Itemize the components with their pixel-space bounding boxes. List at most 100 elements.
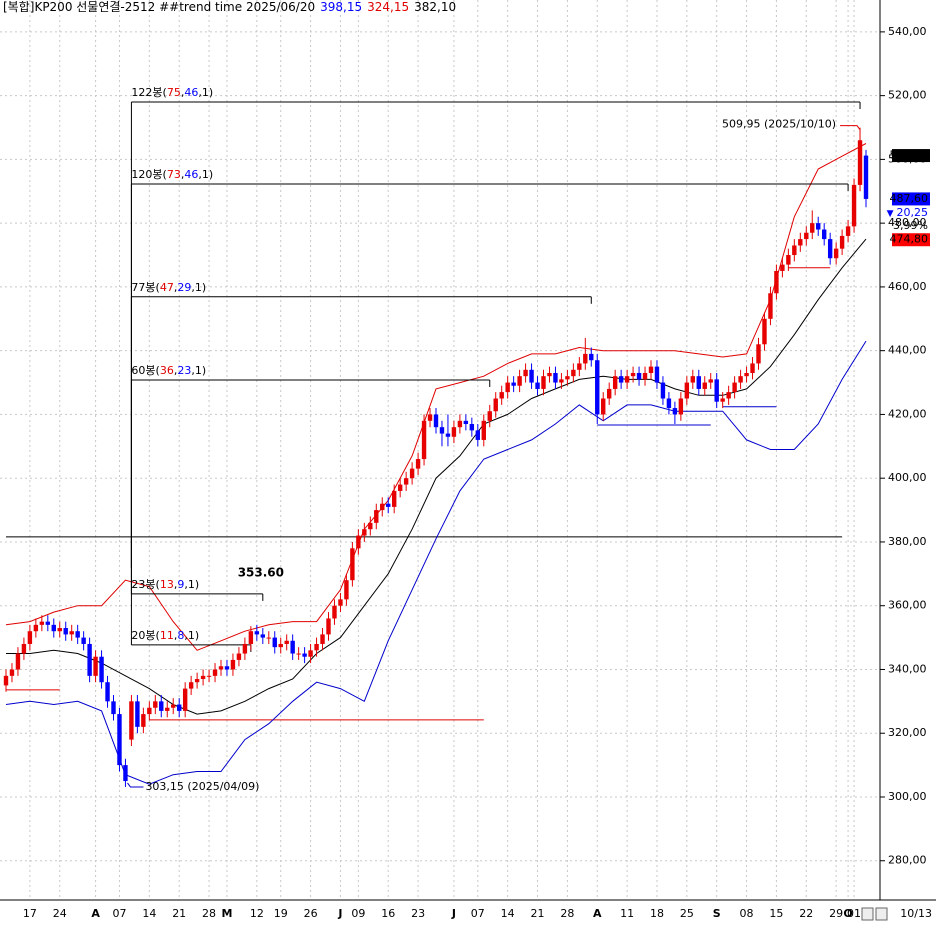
candle-body xyxy=(756,344,761,364)
candle-body xyxy=(708,379,713,383)
x-tick-label: 21 xyxy=(531,907,545,920)
candle-body xyxy=(391,490,397,507)
candle-body xyxy=(344,580,349,600)
candle-body xyxy=(618,376,624,383)
candle-body xyxy=(744,372,749,377)
y-tick-label: 420,00 xyxy=(888,407,927,420)
bracket-label-part: 60봉( xyxy=(131,364,159,377)
candle-body xyxy=(678,398,684,415)
candle-body xyxy=(266,637,271,639)
bracket-label-part: , xyxy=(181,86,185,99)
candle-body xyxy=(368,522,373,530)
candle-body xyxy=(3,675,9,686)
candle-body xyxy=(314,643,319,651)
candle-body xyxy=(171,704,176,708)
candle-body xyxy=(374,510,379,523)
candle-body xyxy=(123,765,128,782)
candle-body xyxy=(499,392,504,399)
tool-icon[interactable] xyxy=(861,907,874,921)
bracket-label: 23봉(13,9,1) xyxy=(131,578,199,591)
x-tick-label: J xyxy=(337,907,342,920)
bracket-label: 60봉(36,23,1) xyxy=(131,364,206,377)
x-tick-label: 28 xyxy=(202,907,216,920)
candle-body xyxy=(194,679,200,683)
candle-body xyxy=(212,669,218,676)
bracket-label-part: 46 xyxy=(184,86,198,99)
mark-note: 353.60 xyxy=(238,566,284,580)
x-tick-label: 12 xyxy=(250,907,264,920)
bracket-label-part: 36 xyxy=(160,364,174,377)
x-tick-label: 09 xyxy=(351,907,365,920)
bracket-label: 77봉(47,29,1) xyxy=(131,281,206,294)
bracket-label: 122봉(75,46,1) xyxy=(131,86,213,99)
candle-body xyxy=(433,414,439,428)
bracket-label-part: ,1) xyxy=(191,281,206,294)
candle-body xyxy=(439,427,445,434)
high-arrow xyxy=(840,125,861,130)
candle-body xyxy=(135,701,140,727)
candle-body xyxy=(302,653,307,657)
x-tick-label: O xyxy=(843,907,852,920)
candle-body xyxy=(463,420,469,424)
header-value: 324,15 xyxy=(367,0,409,14)
change-percent: 3,99% xyxy=(893,219,928,232)
candle-body xyxy=(624,376,630,383)
x-tick-label: 14 xyxy=(142,907,156,920)
candle-body xyxy=(583,353,588,364)
x-tick-label: 07 xyxy=(471,907,485,920)
candle-body xyxy=(117,714,122,766)
candle-body xyxy=(606,388,612,399)
bracket-label-part: ,1) xyxy=(184,578,199,591)
x-tick-label: 19 xyxy=(274,907,288,920)
candle-body xyxy=(839,235,845,249)
value-tag-label: 474,80 xyxy=(890,233,929,246)
candle-body xyxy=(188,682,194,689)
x-tick-label: 24 xyxy=(53,907,67,920)
change-arrow: ▼ xyxy=(887,208,894,218)
candle-body xyxy=(159,701,164,711)
candle-body xyxy=(254,631,260,635)
candle-body xyxy=(845,226,851,236)
x-tick-label: 28 xyxy=(560,907,574,920)
x-tick-label: A xyxy=(593,907,602,920)
tool-icon[interactable] xyxy=(875,907,888,921)
candle-body xyxy=(9,669,15,676)
bracket-label-part: 122봉( xyxy=(131,86,166,99)
candle-body xyxy=(738,376,743,383)
header-value: 382,10 xyxy=(414,0,456,14)
x-tick-label: 11 xyxy=(620,907,634,920)
candle-body xyxy=(182,688,188,711)
bracket-label: 120봉(73,46,1) xyxy=(131,168,213,181)
candle-body xyxy=(403,478,409,485)
candle-body xyxy=(81,637,86,644)
candle-body xyxy=(792,245,797,256)
bracket-label-part: 8 xyxy=(177,629,184,642)
low-note: 303,15 (2025/04/09) xyxy=(145,780,259,793)
value-tag-label: 487,60 xyxy=(890,192,929,205)
candle-body xyxy=(176,704,182,711)
candle-body xyxy=(804,232,809,240)
y-tick-label: 380,00 xyxy=(888,535,927,548)
candle-body xyxy=(780,264,785,271)
candle-body xyxy=(457,420,463,428)
candle-body xyxy=(696,376,701,389)
candle-body xyxy=(523,369,528,377)
bracket-label-part: , xyxy=(174,629,178,642)
x-tick-label: 29 xyxy=(829,907,843,920)
bracket-label-part: 29 xyxy=(177,281,191,294)
bracket-label-part: ,1) xyxy=(191,364,206,377)
candle-body xyxy=(481,420,486,440)
candle-body xyxy=(147,707,152,715)
bracket-label-part: 11 xyxy=(160,629,174,642)
candle-body xyxy=(535,382,540,389)
x-tick-label: 15 xyxy=(769,907,783,920)
candle-body xyxy=(517,376,522,386)
candle-body xyxy=(326,618,331,635)
x-tick-label: 16 xyxy=(381,907,395,920)
candle-body xyxy=(857,140,863,185)
candle-body xyxy=(601,398,606,415)
value-tag xyxy=(892,192,930,206)
candle-body xyxy=(397,484,403,491)
candle-body xyxy=(851,184,857,227)
